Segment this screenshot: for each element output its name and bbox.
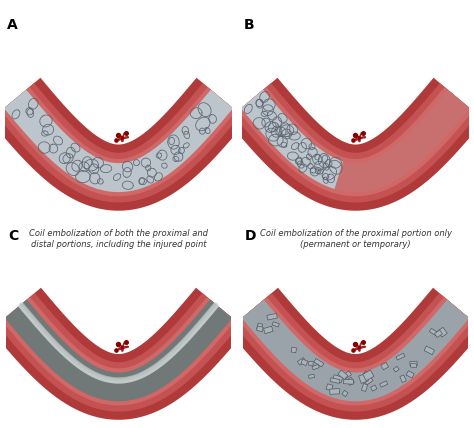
Polygon shape [0,293,240,412]
Polygon shape [438,327,447,337]
Text: Coil embolization of both the proximal and
distal portions, including the injure: Coil embolization of both the proximal a… [29,229,208,249]
Polygon shape [256,323,263,330]
Polygon shape [342,371,351,379]
Polygon shape [238,87,473,196]
Polygon shape [393,366,399,372]
Polygon shape [346,377,355,385]
Polygon shape [272,322,279,327]
Polygon shape [234,293,474,412]
Polygon shape [410,361,417,366]
Polygon shape [267,313,277,320]
Polygon shape [410,363,417,368]
Polygon shape [309,374,315,378]
Polygon shape [0,288,246,420]
Polygon shape [344,379,354,384]
Polygon shape [241,90,470,192]
Polygon shape [241,90,343,189]
Polygon shape [233,83,474,202]
Polygon shape [400,375,406,383]
Polygon shape [396,353,405,360]
Polygon shape [424,346,435,355]
Polygon shape [4,90,233,192]
Polygon shape [228,288,474,420]
Polygon shape [291,347,297,353]
Polygon shape [1,87,236,196]
Polygon shape [314,359,324,367]
Polygon shape [256,326,263,332]
Polygon shape [338,370,348,380]
Polygon shape [242,300,469,401]
Polygon shape [227,78,474,211]
Polygon shape [264,326,273,334]
Polygon shape [0,78,247,211]
Polygon shape [5,300,232,401]
Polygon shape [363,374,373,385]
Polygon shape [1,297,236,405]
Polygon shape [238,297,473,405]
Polygon shape [309,362,313,365]
Polygon shape [297,358,306,365]
Polygon shape [301,359,308,366]
Polygon shape [429,328,438,336]
Text: B: B [244,18,255,33]
Polygon shape [332,374,343,383]
Polygon shape [342,390,348,397]
Polygon shape [381,363,389,370]
Polygon shape [361,383,368,392]
Polygon shape [326,384,333,391]
Polygon shape [371,385,377,391]
Text: Coil embolization of the proximal portion only
(permanent or temporary): Coil embolization of the proximal portio… [259,229,452,249]
Polygon shape [435,330,442,338]
Polygon shape [329,389,340,394]
Polygon shape [361,373,369,381]
Polygon shape [364,371,371,377]
Polygon shape [0,83,241,202]
Polygon shape [312,364,319,370]
Text: A: A [7,18,18,33]
Text: D: D [245,229,256,243]
Polygon shape [380,381,388,387]
Polygon shape [359,374,368,383]
Polygon shape [363,370,374,381]
Polygon shape [406,371,414,378]
Polygon shape [330,378,340,383]
Text: C: C [8,229,18,243]
